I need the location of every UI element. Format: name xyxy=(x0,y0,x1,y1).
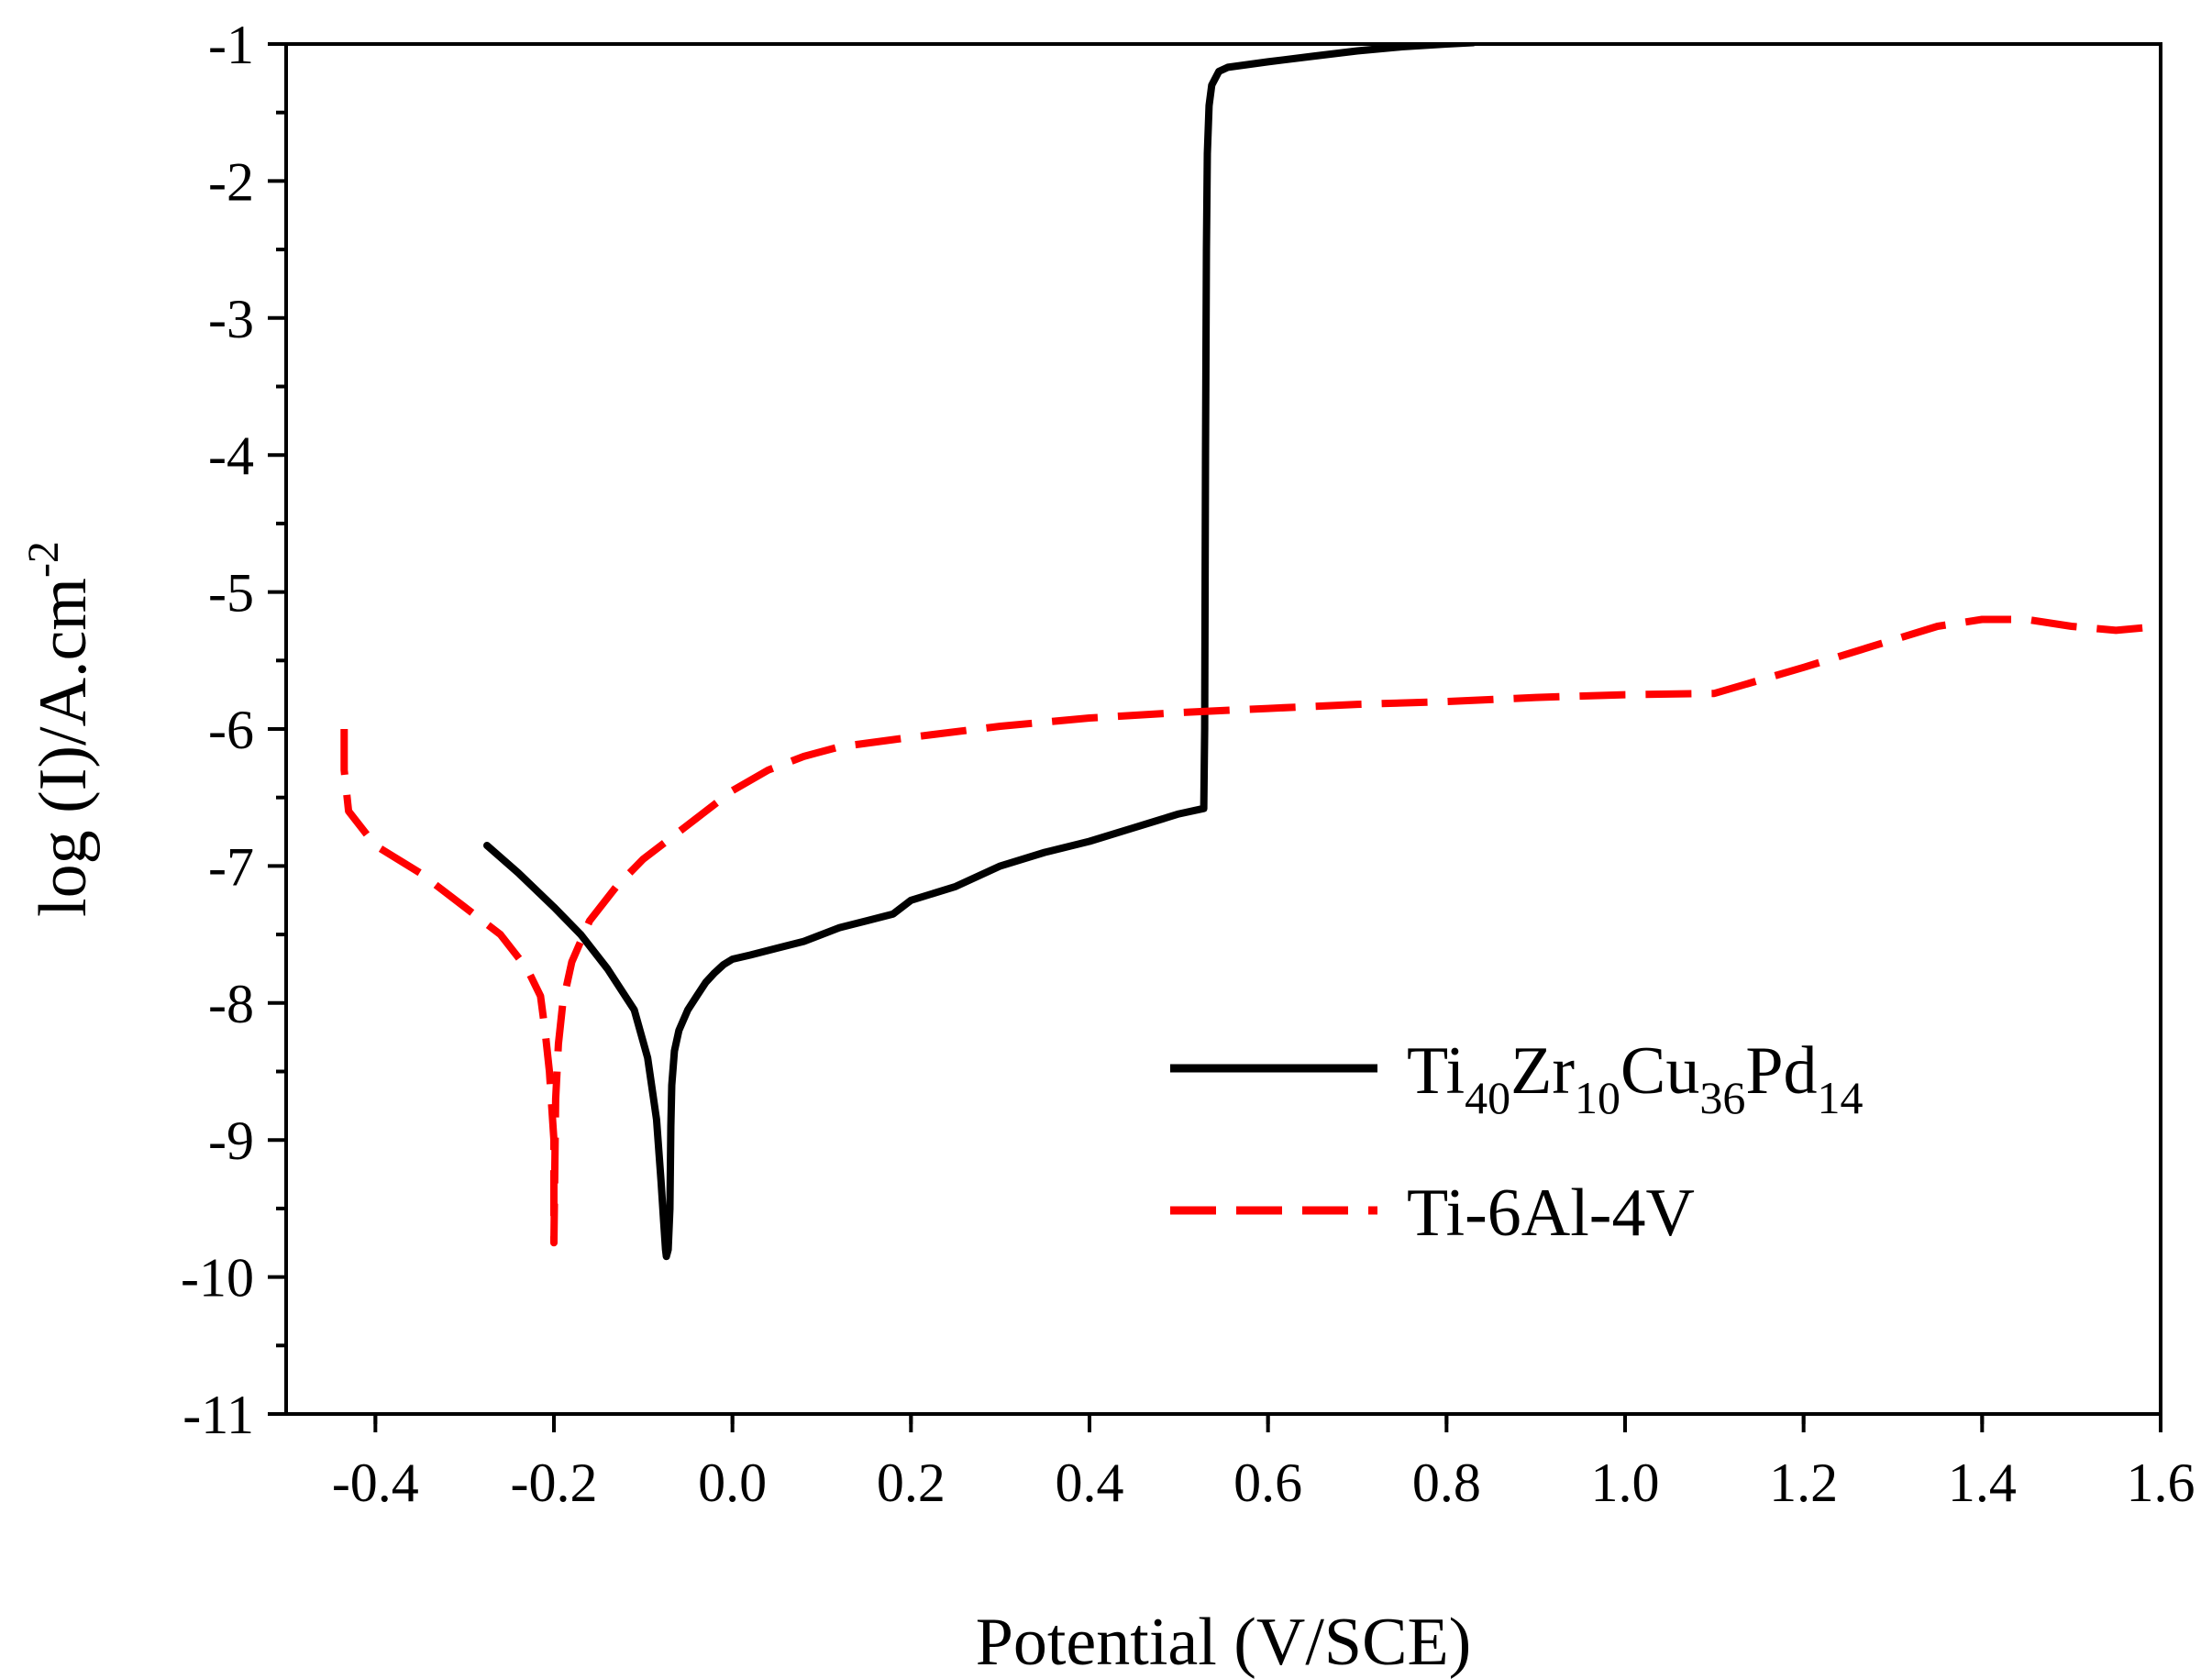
y-tick-label: -7 xyxy=(208,836,254,897)
x-axis-title: Potential (V/SCE) xyxy=(976,1605,1472,1679)
x-tick-label: 0.0 xyxy=(698,1453,767,1513)
y-tick-label: -3 xyxy=(208,289,254,349)
x-tick-label: 1.0 xyxy=(1591,1453,1660,1513)
y-axis-title: log (I)/A.cm-2 xyxy=(19,541,101,917)
y-tick-label: -6 xyxy=(208,700,254,760)
series-line-ti40zr10cu36pd14 xyxy=(483,44,1477,1261)
y-tick-label: -11 xyxy=(182,1385,254,1445)
y-tick-label: -5 xyxy=(208,563,254,624)
y-tick-label: -1 xyxy=(208,15,254,75)
y-tick-label: -10 xyxy=(181,1248,254,1309)
y-tick-label: -4 xyxy=(208,425,254,486)
y-axis-title-main: log (I)/A.cm xyxy=(26,578,101,917)
x-axis: -0.4 -0.2 0.0 0.2 0.4 0.6 0.8 1.0 1.2 1.4 1.6 xyxy=(332,1414,2195,1513)
x-tick-label: -0.2 xyxy=(511,1453,598,1513)
legend-label-part: Cu xyxy=(1620,1033,1699,1109)
x-tick-label: 0.2 xyxy=(877,1453,946,1513)
y-tick-label: -9 xyxy=(208,1110,254,1171)
legend-label-part: Ti xyxy=(1407,1033,1465,1109)
legend-label-subscript: 36 xyxy=(1699,1072,1745,1123)
y-tick-label: -8 xyxy=(208,974,254,1034)
x-tick-label: 0.8 xyxy=(1412,1453,1481,1513)
x-tick-label: 1.2 xyxy=(1769,1453,1838,1513)
series-line-ti6al4v xyxy=(340,615,2161,1247)
y-axis: -1 -2 -3 -4 -5 -6 -7 -8 -9 -10 -11 xyxy=(181,15,286,1445)
x-tick-label: -0.4 xyxy=(332,1453,419,1513)
legend-label-0: Ti40Zr10Cu36Pd14 xyxy=(1407,1033,1864,1123)
legend: Ti40Zr10Cu36Pd14 Ti-6Al-4V xyxy=(1170,1033,1864,1251)
legend-label-part: Pd xyxy=(1745,1033,1817,1109)
legend-label-subscript: 14 xyxy=(1818,1072,1864,1123)
legend-label-subscript: 40 xyxy=(1465,1072,1510,1123)
x-tick-label: 0.4 xyxy=(1056,1453,1124,1513)
legend-label-part: Ti-6Al-4V xyxy=(1407,1176,1695,1251)
legend-label-part: Zr xyxy=(1510,1033,1575,1109)
y-tick-label: -2 xyxy=(208,151,254,212)
x-tick-label: 1.6 xyxy=(2127,1453,2195,1513)
x-tick-label: 0.6 xyxy=(1233,1453,1302,1513)
x-tick-label: 1.4 xyxy=(1948,1453,2017,1513)
y-axis-title-superscript: -2 xyxy=(19,541,68,578)
legend-label-1: Ti-6Al-4V xyxy=(1407,1176,1695,1251)
series-layer xyxy=(340,44,2161,1261)
legend-label-subscript: 10 xyxy=(1575,1072,1620,1123)
